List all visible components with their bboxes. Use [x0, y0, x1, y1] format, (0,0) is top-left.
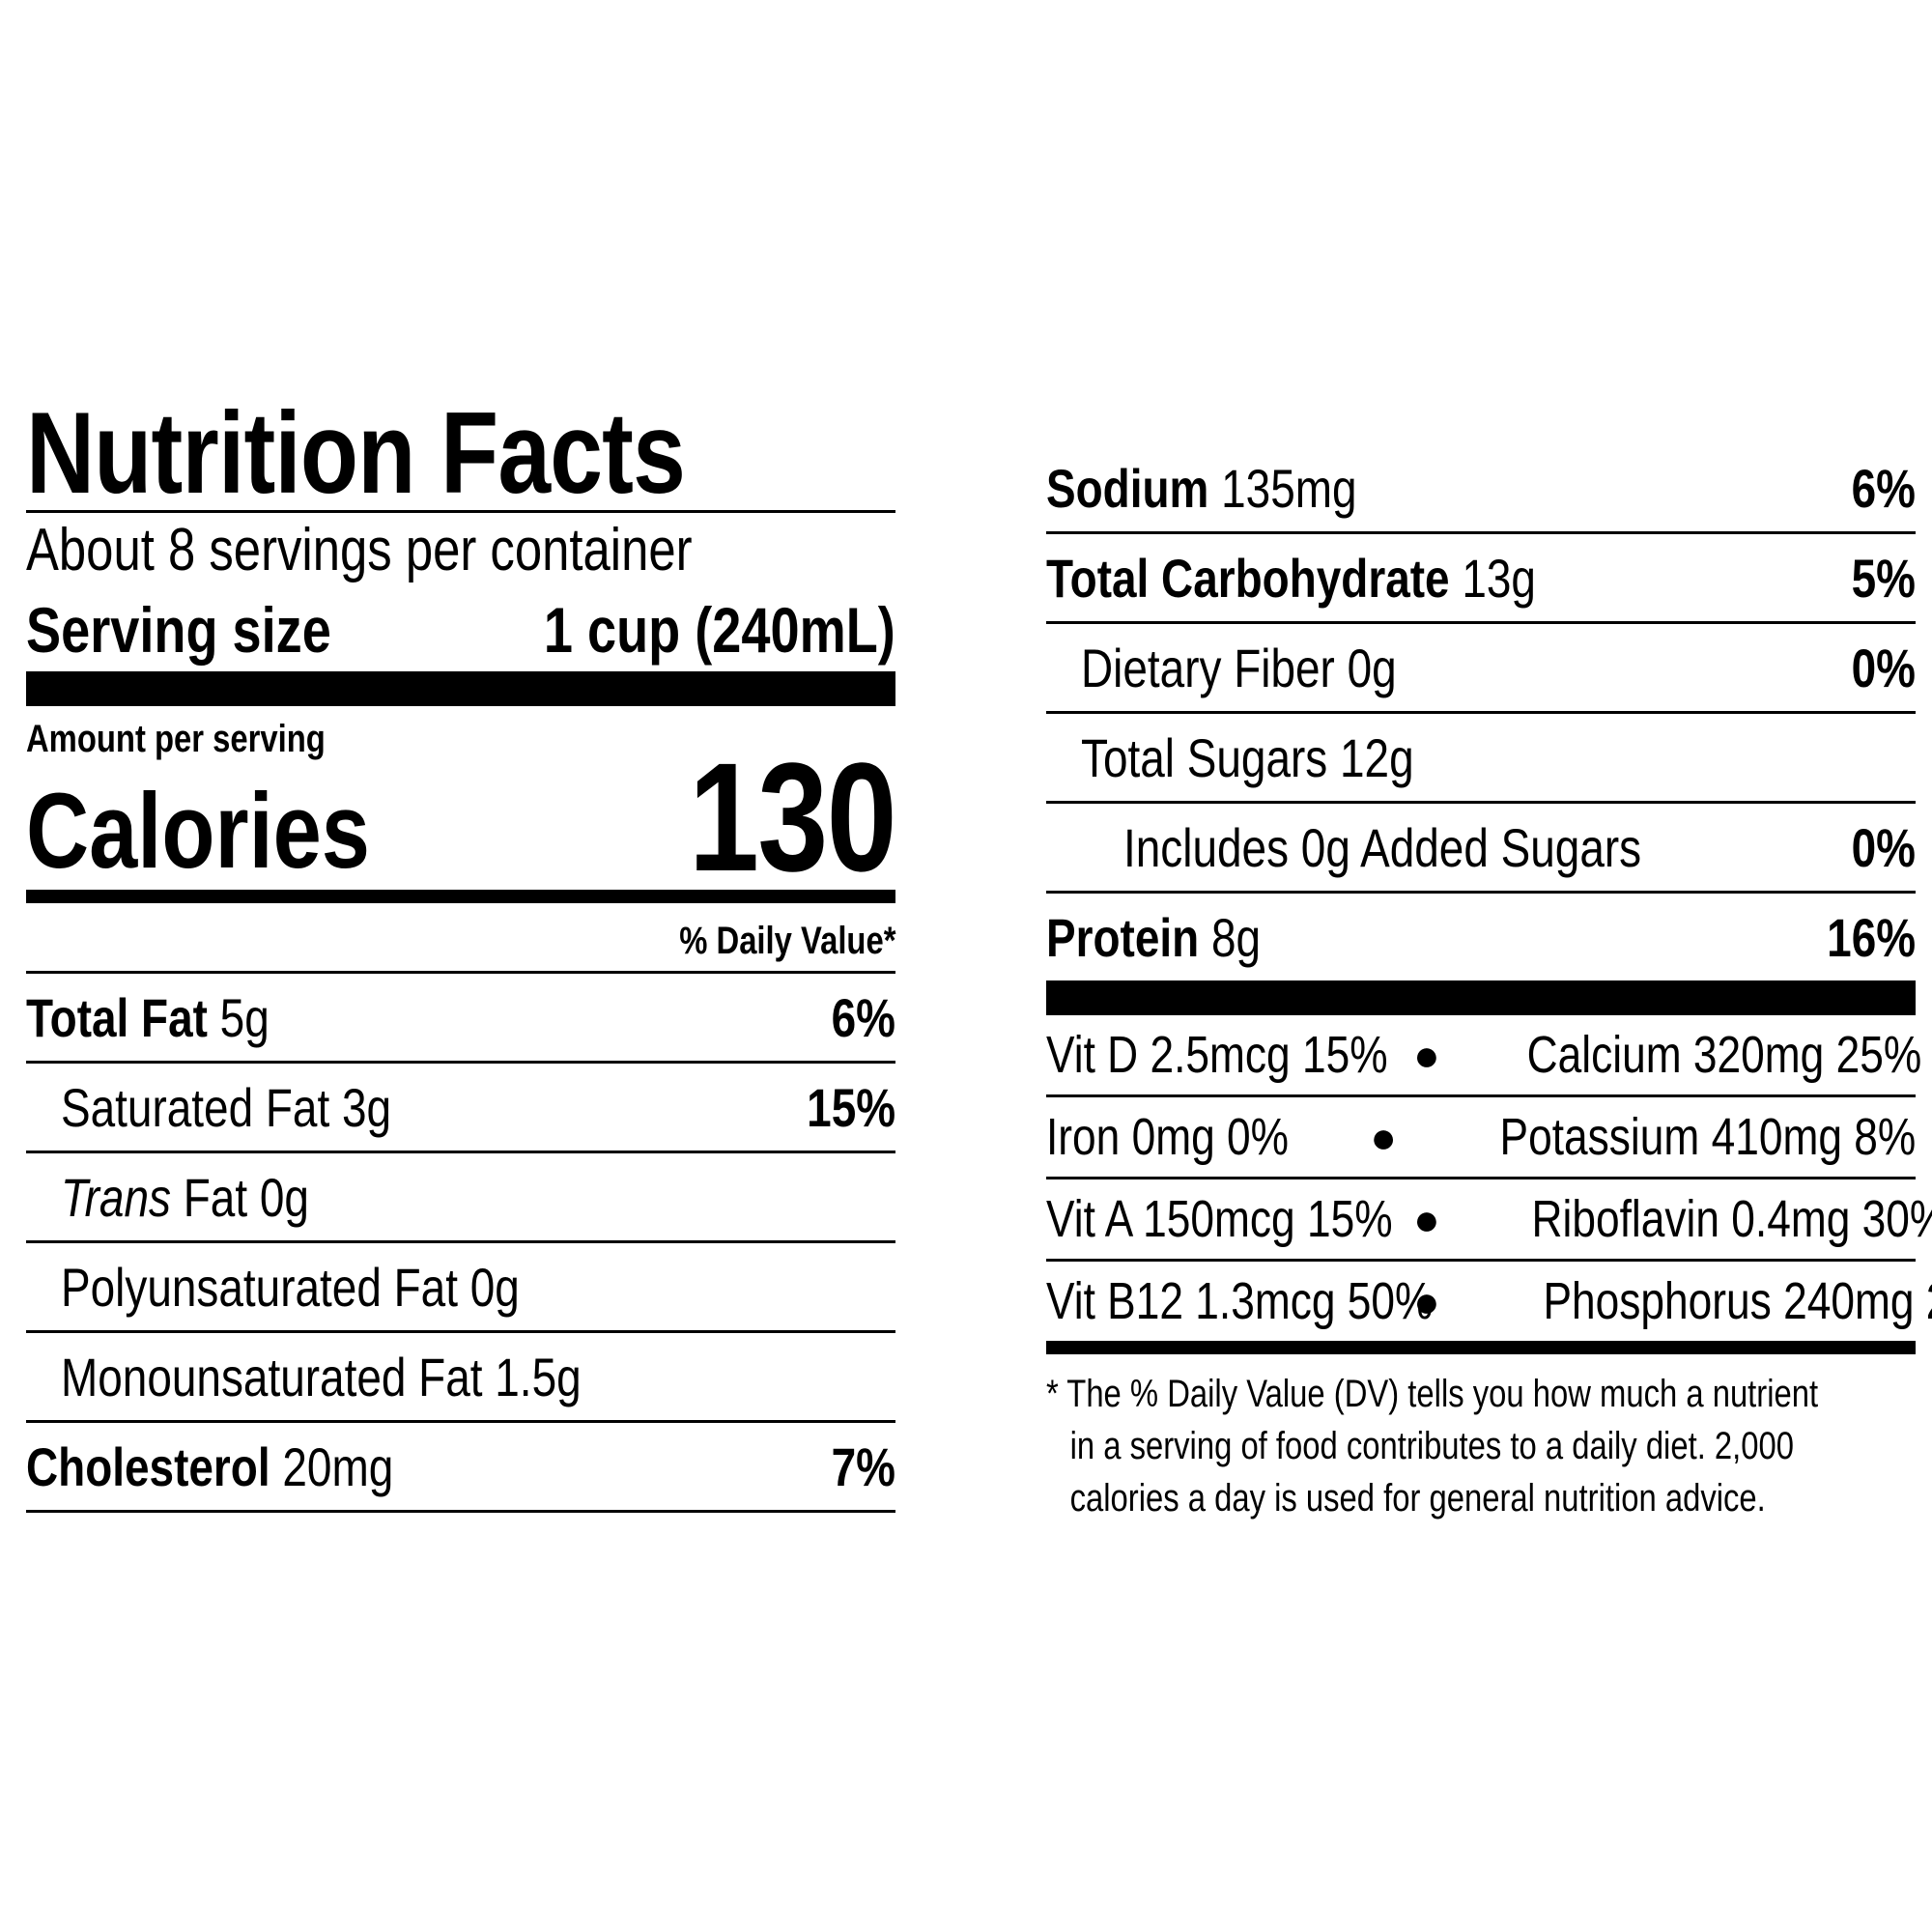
daily-value-header: % Daily Value* — [26, 903, 895, 974]
dv-protein: 16% — [1827, 906, 1916, 968]
serving-size-label: Serving size — [26, 594, 331, 666]
nutrient-row-protein: Protein 8g 16% — [1046, 894, 1916, 1015]
nutrition-facts-title: Nutrition Facts — [26, 395, 895, 513]
nutrient-row-polyunsaturated-fat: Polyunsaturated Fat 0g — [26, 1243, 895, 1333]
nutrient-row-saturated-fat: Saturated Fat 3g 15% — [26, 1064, 895, 1153]
serving-size-row: Serving size 1 cup (240mL) — [26, 588, 895, 706]
dv-cholesterol: 7% — [831, 1435, 895, 1497]
nutrient-row-sodium: Sodium 135mg 6% — [1046, 444, 1916, 534]
bullet-icon: ● — [1413, 1030, 1440, 1080]
nutrient-row-total-sugars: Total Sugars 12g — [1046, 714, 1916, 804]
dv-saturated-fat: 15% — [807, 1076, 895, 1138]
vitamin-row: Iron 0mg 0% ● Potassium 410mg 8% — [1046, 1097, 1916, 1179]
servings-per-container: About 8 servings per container — [26, 517, 693, 583]
bullet-icon: ● — [1413, 1194, 1440, 1244]
nutrition-facts-left-panel: Nutrition Facts About 8 servings per con… — [26, 395, 897, 1513]
vitamin-row: Vit D 2.5mcg 15% ● Calcium 320mg 25% — [1046, 1015, 1921, 1097]
vitamin-row: Vit B12 1.3mcg 50% ● Phosphorus 240mg 20… — [1046, 1262, 1932, 1354]
dv-dietary-fiber: 0% — [1851, 637, 1916, 698]
dv-added-sugars: 0% — [1851, 816, 1916, 878]
nutrient-row-total-fat: Total Fat 5g 6% — [26, 974, 895, 1064]
calories-label: Calories — [26, 772, 370, 891]
nutrient-row-monounsaturated-fat: Monounsaturated Fat 1.5g — [26, 1333, 895, 1423]
amount-per-serving: Amount per serving — [26, 718, 326, 760]
serving-size-value: 1 cup (240mL) — [544, 594, 895, 666]
nutrient-row-cholesterol: Cholesterol 20mg 7% — [26, 1423, 895, 1513]
daily-value-footnote: * The % Daily Value (DV) tells you how m… — [1046, 1373, 1819, 1520]
nutrient-row-dietary-fiber: Dietary Fiber 0g 0% — [1046, 624, 1916, 714]
calories-value: 130 — [689, 730, 897, 903]
dv-total-fat: 6% — [831, 986, 895, 1048]
nutrient-row-total-carbohydrate: Total Carbohydrate 13g 5% — [1046, 534, 1916, 624]
nutrient-row-added-sugars: Includes 0g Added Sugars 0% — [1046, 804, 1916, 894]
calories-row: Calories 130 — [26, 740, 897, 903]
bullet-icon: ● — [1413, 1276, 1440, 1326]
bullet-icon: ● — [1370, 1112, 1398, 1162]
vitamin-row: Vit A 150mcg 15% ● Riboflavin 0.4mg 30% — [1046, 1179, 1932, 1262]
nutrient-row-trans-fat: Trans Fat 0g — [26, 1153, 895, 1243]
nutrition-facts-right-panel: Sodium 135mg 6% Total Carbohydrate 13g 5… — [1046, 444, 1932, 1524]
dv-sodium: 6% — [1851, 457, 1916, 519]
dv-total-carbohydrate: 5% — [1851, 547, 1916, 609]
